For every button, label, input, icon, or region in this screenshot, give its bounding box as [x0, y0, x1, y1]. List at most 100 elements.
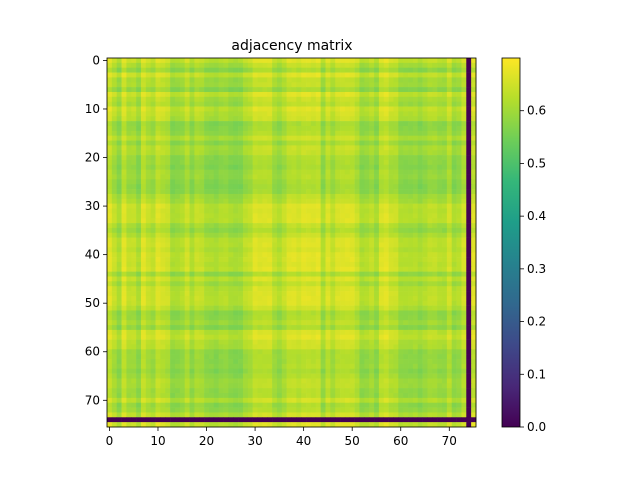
- heatmap-cell: [446, 281, 453, 287]
- heatmap-cell: [170, 169, 176, 175]
- heatmap-cell: [111, 257, 118, 263]
- heatmap-cell: [121, 325, 127, 331]
- heatmap-cell: [189, 62, 195, 69]
- heatmap-cell: [131, 242, 137, 248]
- heatmap-cell: [131, 111, 137, 117]
- heatmap-cell: [179, 169, 185, 175]
- heatmap-cell: [233, 159, 239, 166]
- heatmap-cell: [325, 169, 331, 175]
- heatmap-cell: [412, 295, 419, 302]
- heatmap-cell: [257, 125, 263, 132]
- heatmap-cell: [432, 276, 438, 282]
- heatmap-cell: [121, 213, 127, 219]
- heatmap-cell: [442, 82, 448, 88]
- heatmap-cell: [242, 116, 249, 122]
- heatmap-cell: [121, 116, 127, 122]
- heatmap-cell: [340, 354, 346, 360]
- heatmap-cell: [393, 91, 399, 98]
- heatmap-cell: [150, 77, 156, 83]
- heatmap-cell: [165, 121, 171, 127]
- heatmap-cell: [403, 179, 409, 185]
- heatmap-cell: [340, 159, 346, 166]
- heatmap-cell: [374, 334, 380, 340]
- heatmap-cell: [247, 150, 253, 156]
- heatmap-cell: [223, 281, 229, 287]
- heatmap-cell: [408, 213, 414, 219]
- heatmap-cell: [194, 179, 200, 185]
- heatmap-cell: [393, 145, 399, 151]
- heatmap-cell: [116, 320, 122, 326]
- heatmap-cell: [218, 310, 224, 316]
- heatmap-cell: [427, 116, 433, 122]
- heatmap-cell: [330, 77, 336, 83]
- heatmap-cell: [116, 140, 122, 146]
- heatmap-cell: [374, 232, 380, 238]
- heatmap-cell: [272, 208, 278, 214]
- heatmap-cell: [461, 363, 467, 370]
- heatmap-cell: [306, 271, 312, 277]
- heatmap-cell: [378, 62, 385, 69]
- heatmap-cell: [388, 271, 394, 277]
- heatmap-cell: [344, 58, 351, 64]
- heatmap-cell: [131, 252, 137, 258]
- heatmap-cell: [272, 101, 278, 107]
- heatmap-cell: [417, 329, 423, 336]
- heatmap-cell: [179, 82, 185, 88]
- heatmap-cell: [310, 150, 317, 156]
- heatmap-cell: [340, 291, 346, 297]
- heatmap-cell: [359, 227, 365, 234]
- heatmap-cell: [374, 140, 380, 146]
- heatmap-cell: [111, 320, 118, 326]
- heatmap-cell: [150, 135, 156, 141]
- heatmap-cell: [204, 208, 210, 214]
- heatmap-cell: [398, 334, 404, 340]
- heatmap-cell: [179, 281, 185, 287]
- heatmap-cell: [403, 368, 409, 374]
- heatmap-cell: [422, 300, 428, 306]
- heatmap-cell: [150, 310, 156, 316]
- heatmap-cell: [155, 232, 161, 238]
- heatmap-cell: [199, 87, 205, 93]
- heatmap-cell: [451, 135, 457, 141]
- heatmap-cell: [194, 368, 200, 374]
- heatmap-cell: [262, 334, 268, 340]
- heatmap-cell: [208, 334, 215, 340]
- heatmap-cell: [306, 150, 312, 156]
- heatmap-cell: [184, 135, 190, 141]
- heatmap-cell: [446, 87, 453, 93]
- heatmap-cell: [150, 145, 156, 151]
- heatmap-cell: [165, 349, 171, 355]
- heatmap-cell: [272, 354, 278, 360]
- heatmap-cell: [330, 116, 336, 122]
- heatmap-cell: [107, 130, 113, 136]
- heatmap-cell: [335, 135, 341, 141]
- heatmap-cell: [262, 203, 268, 209]
- heatmap-cell: [301, 363, 307, 370]
- heatmap-cell: [340, 189, 346, 195]
- heatmap-cell: [344, 310, 351, 316]
- heatmap-cell: [451, 121, 457, 127]
- heatmap-cell: [145, 72, 151, 78]
- heatmap-cell: [238, 213, 244, 219]
- heatmap-cell: [281, 179, 287, 185]
- heatmap-cell: [272, 174, 278, 180]
- heatmap-cell: [184, 140, 190, 146]
- heatmap-cell: [107, 261, 113, 268]
- heatmap-cell: [179, 344, 185, 350]
- heatmap-cell: [213, 208, 219, 214]
- heatmap-cell: [393, 96, 399, 102]
- heatmap-cell: [262, 271, 268, 277]
- heatmap-cell: [456, 77, 462, 83]
- heatmap-cell: [383, 106, 389, 112]
- heatmap-cell: [121, 223, 127, 229]
- heatmap-cell: [233, 87, 239, 93]
- heatmap-cell: [349, 189, 355, 195]
- heatmap-cell: [320, 252, 326, 258]
- heatmap-cell: [354, 334, 360, 340]
- heatmap-cell: [325, 62, 331, 69]
- heatmap-cell: [267, 140, 273, 146]
- heatmap-cell: [145, 208, 151, 214]
- heatmap-cell: [107, 91, 113, 98]
- heatmap-cell: [291, 252, 297, 258]
- heatmap-cell: [136, 300, 142, 306]
